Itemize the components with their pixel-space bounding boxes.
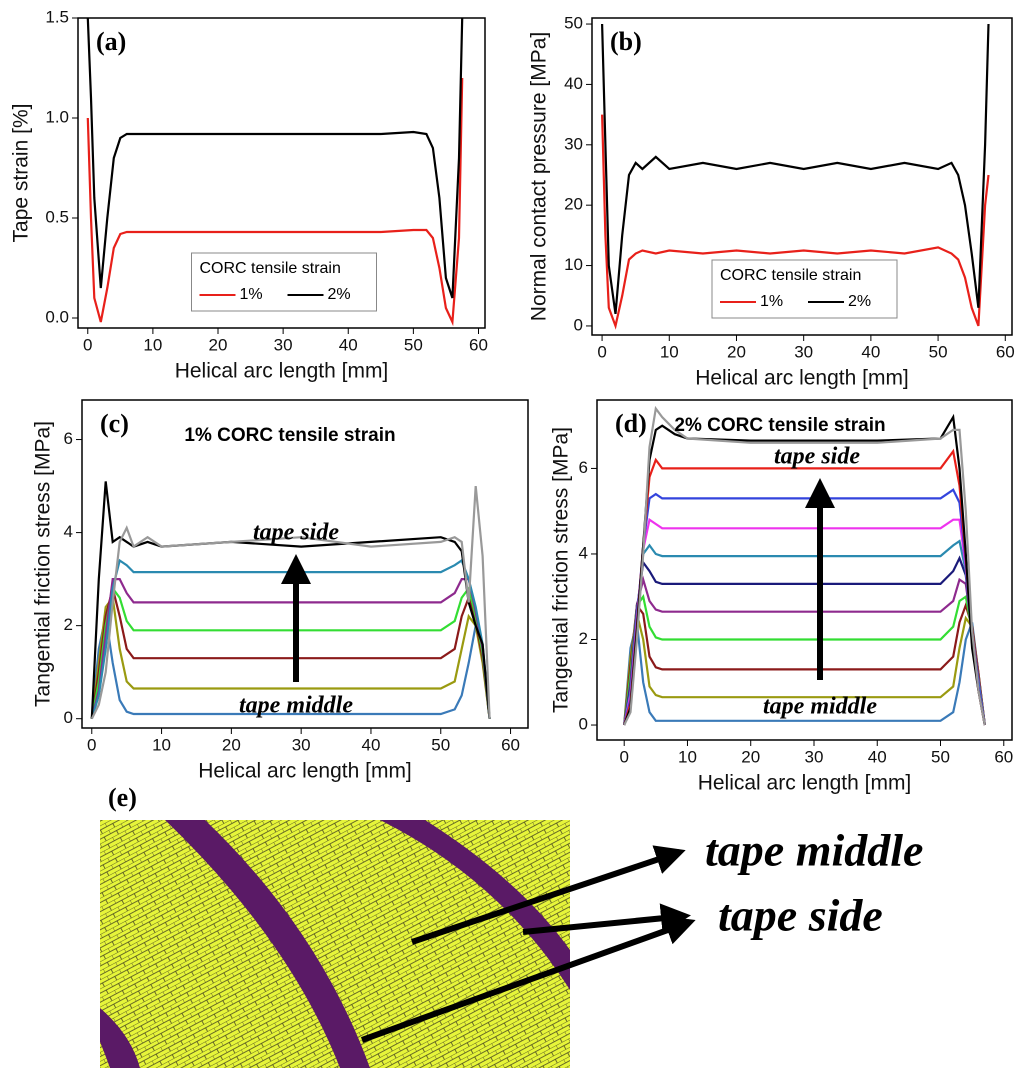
x-tick-label: 30 bbox=[292, 735, 311, 754]
panel-e: (e) tape middle tape side bbox=[90, 783, 923, 1068]
y-tick-label: 0 bbox=[574, 315, 583, 334]
x-tick-label: 10 bbox=[143, 335, 162, 354]
legend-title: CORC tensile strain bbox=[720, 267, 861, 284]
x-tick-label: 60 bbox=[501, 735, 520, 754]
x-axis-label: Helical arc length [mm] bbox=[198, 760, 412, 783]
legend-label: 2% bbox=[848, 293, 871, 310]
y-tick-label: 6 bbox=[579, 458, 588, 477]
x-tick-label: 60 bbox=[994, 747, 1013, 766]
data-line bbox=[92, 481, 490, 718]
x-tick-label: 20 bbox=[727, 342, 746, 361]
annotation: tape side bbox=[253, 520, 339, 546]
x-tick-label: 0 bbox=[83, 335, 92, 354]
y-axis-label: Tangential friction stress [MPa] bbox=[550, 427, 573, 713]
x-tick-label: 0 bbox=[597, 342, 606, 361]
x-tick-label: 50 bbox=[931, 747, 950, 766]
y-tick-label: 4 bbox=[64, 522, 73, 541]
panel-label: (d) bbox=[615, 409, 647, 438]
y-tick-label: 40 bbox=[564, 74, 583, 93]
y-tick-label: 6 bbox=[64, 429, 73, 448]
y-tick-label: 0.5 bbox=[45, 207, 69, 226]
x-tick-label: 30 bbox=[805, 747, 824, 766]
panel-label: (b) bbox=[610, 27, 642, 56]
y-tick-label: 20 bbox=[564, 195, 583, 214]
x-tick-label: 20 bbox=[209, 335, 228, 354]
x-tick-label: 50 bbox=[431, 735, 450, 754]
plot-frame bbox=[82, 400, 528, 728]
x-tick-label: 20 bbox=[741, 747, 760, 766]
y-tick-label: 1.0 bbox=[45, 107, 69, 126]
y-tick-label: 50 bbox=[564, 14, 583, 33]
x-tick-label: 40 bbox=[868, 747, 887, 766]
y-tick-label: 0 bbox=[579, 715, 588, 734]
legend-title: CORC tensile strain bbox=[200, 260, 341, 277]
callout-label: tape side bbox=[718, 890, 883, 941]
data-line bbox=[624, 451, 985, 725]
annotation: tape middle bbox=[239, 693, 353, 719]
y-tick-label: 30 bbox=[564, 134, 583, 153]
annotation: tape side bbox=[774, 444, 860, 470]
x-tick-label: 40 bbox=[861, 342, 880, 361]
x-tick-label: 60 bbox=[469, 335, 488, 354]
x-axis-label: Helical arc length [mm] bbox=[175, 360, 389, 383]
legend-label: 1% bbox=[240, 286, 263, 303]
annotation: 1% CORC tensile strain bbox=[184, 425, 395, 446]
x-tick-label: 10 bbox=[152, 735, 171, 754]
x-tick-label: 0 bbox=[87, 735, 96, 754]
x-tick-label: 60 bbox=[996, 342, 1015, 361]
y-tick-label: 2 bbox=[64, 615, 73, 634]
figure: (e) tape middle tape side 01020304050600… bbox=[0, 0, 1025, 1068]
y-tick-label: 1.5 bbox=[45, 7, 69, 26]
legend-label: 1% bbox=[760, 293, 783, 310]
panel-label: (a) bbox=[96, 27, 126, 56]
x-tick-label: 10 bbox=[660, 342, 679, 361]
x-tick-label: 30 bbox=[274, 335, 293, 354]
y-tick-label: 0 bbox=[64, 708, 73, 727]
x-tick-label: 40 bbox=[361, 735, 380, 754]
y-axis-label: Normal contact pressure [MPa] bbox=[528, 32, 551, 321]
x-tick-label: 40 bbox=[339, 335, 358, 354]
annotation: tape middle bbox=[763, 694, 877, 720]
y-tick-label: 0.0 bbox=[45, 307, 69, 326]
y-axis-label: Tangential friction stress [MPa] bbox=[32, 421, 55, 707]
y-tick-label: 4 bbox=[579, 543, 588, 562]
annotation: 2% CORC tensile strain bbox=[674, 415, 885, 436]
y-tick-label: 10 bbox=[564, 255, 583, 274]
x-tick-label: 50 bbox=[404, 335, 423, 354]
x-tick-label: 20 bbox=[222, 735, 241, 754]
data-line bbox=[624, 490, 985, 725]
legend-label: 2% bbox=[328, 286, 351, 303]
x-tick-label: 50 bbox=[929, 342, 948, 361]
x-axis-label: Helical arc length [mm] bbox=[695, 367, 909, 390]
y-tick-label: 2 bbox=[579, 629, 588, 648]
y-axis-label: Tape strain [%] bbox=[10, 104, 33, 243]
callout-label: tape middle bbox=[705, 825, 923, 876]
x-axis-label: Helical arc length [mm] bbox=[698, 772, 912, 795]
panel-label: (e) bbox=[108, 783, 137, 812]
panel-label: (c) bbox=[100, 409, 129, 438]
x-tick-label: 10 bbox=[678, 747, 697, 766]
x-tick-label: 0 bbox=[619, 747, 628, 766]
x-tick-label: 30 bbox=[794, 342, 813, 361]
